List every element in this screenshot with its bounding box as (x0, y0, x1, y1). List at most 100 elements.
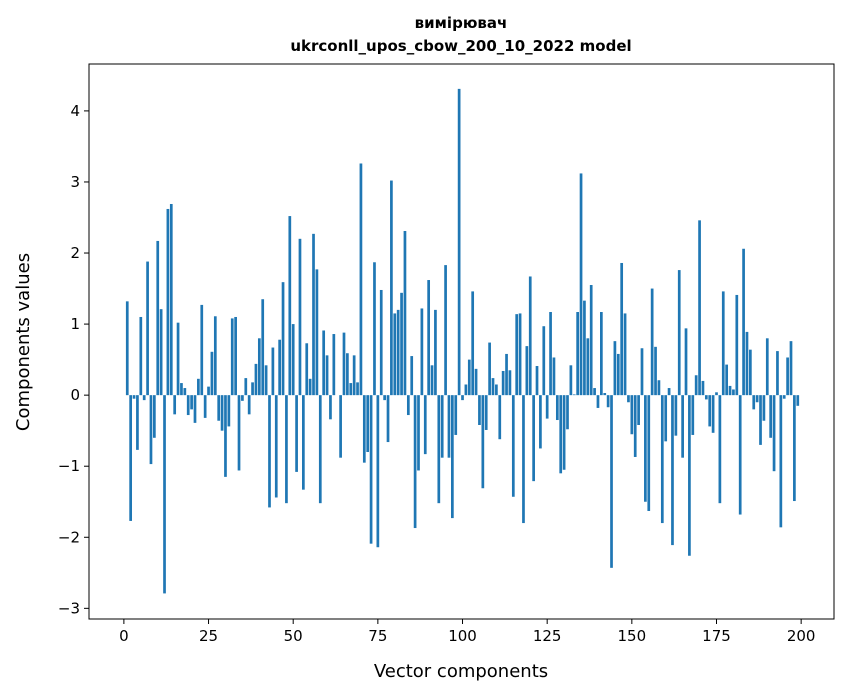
bar-73 (369, 395, 373, 544)
bar-80 (393, 313, 397, 396)
bar-143 (606, 395, 610, 408)
bar-182 (738, 395, 742, 515)
bar-164 (677, 270, 681, 396)
bar-114 (508, 370, 512, 396)
bar-3 (132, 395, 136, 399)
x-tick-label: 50 (284, 627, 303, 645)
bar-192 (772, 395, 776, 472)
bar-116 (515, 314, 519, 396)
bar-9 (153, 395, 156, 438)
bar-138 (589, 285, 593, 396)
chart-title-line-2: ukrconll_upos_cbow_200_10_2022 model (290, 37, 631, 55)
bar-4 (136, 395, 139, 450)
bar-76 (379, 289, 383, 396)
bar-33 (234, 316, 237, 396)
bar-22 (197, 378, 200, 396)
bar-100 (461, 395, 464, 401)
bar-190 (765, 338, 769, 396)
bar-29 (220, 395, 224, 431)
bar-21 (193, 395, 197, 423)
bar-18 (183, 388, 187, 396)
bar-162 (671, 395, 674, 546)
bar-17 (180, 383, 183, 396)
bar-111 (498, 395, 502, 440)
bar-43 (268, 395, 271, 508)
bar-84 (406, 395, 410, 416)
bar-171 (701, 380, 705, 396)
bar-19 (186, 395, 190, 416)
chart-title-line-1: вимірювач (415, 14, 508, 32)
bar-196 (786, 357, 789, 396)
bar-56 (312, 233, 315, 396)
bar-31 (227, 395, 231, 427)
bar-152 (637, 395, 640, 425)
y-tick-label: 4 (70, 102, 80, 120)
x-axis: 0 25 50 75 100 125 150 175 200 (119, 619, 815, 645)
bar-32 (230, 318, 234, 396)
bar-189 (762, 395, 766, 421)
bar-28 (217, 395, 221, 421)
bar-49 (288, 216, 292, 396)
bar-35 (241, 395, 244, 401)
bar-151 (633, 395, 637, 457)
bar-87 (417, 395, 420, 471)
bar-16 (176, 322, 180, 396)
bar-128 (555, 395, 559, 421)
bar-44 (271, 347, 275, 396)
bar-112 (501, 370, 505, 396)
bar-137 (586, 338, 590, 396)
bar-75 (376, 395, 380, 548)
bar-37 (247, 395, 251, 415)
bar-121 (532, 395, 535, 482)
bar-142 (603, 393, 607, 396)
bar-144 (610, 395, 613, 568)
bar-150 (630, 395, 634, 435)
y-tick-label: 1 (70, 315, 80, 333)
bar-148 (623, 313, 627, 396)
bar-78 (386, 395, 390, 443)
bar-1 (125, 301, 129, 396)
bar-122 (535, 366, 539, 396)
bar-120 (528, 276, 532, 396)
bar-160 (664, 395, 668, 442)
bar-27 (213, 316, 217, 396)
bar-119 (525, 346, 529, 396)
bar-147 (620, 262, 624, 396)
bar-156 (650, 288, 654, 396)
bar-168 (691, 395, 695, 435)
bar-139 (593, 388, 596, 396)
bar-7 (146, 261, 149, 396)
bar-146 (616, 353, 620, 396)
bar-14 (169, 203, 173, 396)
bar-94 (440, 395, 444, 458)
bar-92 (434, 309, 437, 396)
bar-187 (755, 395, 759, 403)
bar-172 (704, 395, 708, 400)
bar-106 (481, 395, 485, 489)
bar-173 (708, 395, 712, 427)
bar-55 (308, 378, 312, 396)
bar-96 (447, 395, 451, 458)
bar-67 (349, 383, 353, 396)
bar-23 (200, 304, 204, 396)
bar-154 (644, 395, 647, 502)
bar-183 (742, 248, 745, 396)
bar-68 (352, 355, 356, 396)
bar-88 (420, 308, 424, 396)
bar-58 (318, 395, 322, 504)
bar-133 (572, 394, 576, 396)
bar-66 (346, 353, 349, 396)
bar-50 (291, 324, 295, 396)
bar-127 (552, 357, 556, 396)
bar-110 (495, 384, 498, 396)
bar-52 (298, 238, 302, 396)
y-axis: −3 −2 −1 0 1 2 3 4 (58, 102, 89, 617)
bar-165 (681, 395, 684, 458)
x-tick-label: 125 (533, 627, 562, 645)
y-tick-label: −1 (58, 457, 80, 475)
bar-79 (390, 180, 393, 396)
bar-167 (688, 395, 691, 556)
plot-frame (88, 63, 835, 620)
bar-65 (342, 332, 346, 396)
